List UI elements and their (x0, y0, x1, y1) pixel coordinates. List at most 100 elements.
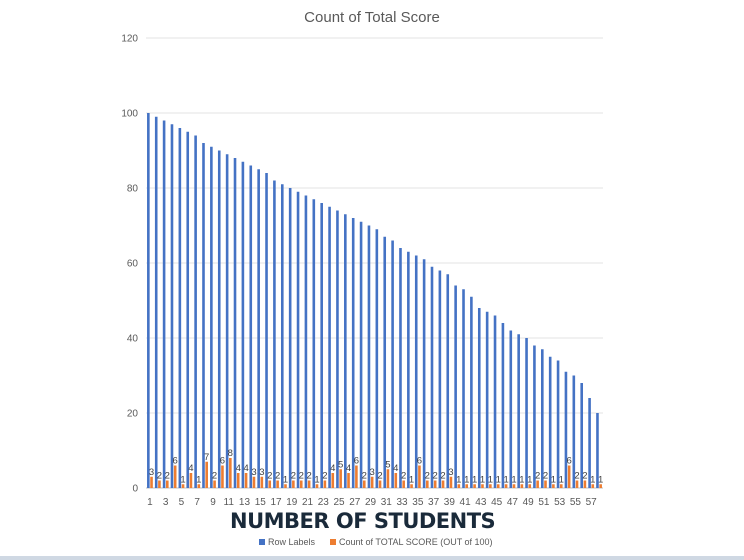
data-label: 2 (543, 471, 548, 482)
data-label: 3 (448, 467, 453, 478)
bar-row-labels (477, 308, 481, 488)
bar-count-total-score (567, 465, 571, 488)
data-label: 1 (503, 474, 508, 485)
bar-count-total-score (378, 480, 382, 488)
bar-row-labels (336, 210, 339, 488)
data-label: 2 (377, 471, 382, 482)
bar-row-labels (351, 218, 355, 488)
data-label: 2 (291, 471, 296, 482)
bar-count-total-score (150, 476, 153, 488)
bar-count-total-score (418, 465, 421, 488)
bar-count-total-score (299, 480, 303, 488)
bar-count-total-score (520, 484, 524, 488)
bar-count-total-score (236, 473, 240, 488)
x-tick-label: 27 (349, 497, 361, 508)
data-label: 1 (488, 474, 493, 485)
bar-count-total-score (252, 476, 256, 488)
bar-count-total-score (386, 469, 390, 488)
data-label: 6 (220, 456, 225, 467)
data-label: 2 (535, 471, 540, 482)
bar-count-total-score (213, 480, 216, 488)
bar-count-total-score (307, 480, 311, 488)
bar-count-total-score (473, 484, 476, 488)
data-label: 1 (590, 474, 595, 485)
bar-count-total-score (449, 476, 453, 488)
bar-count-total-score (394, 473, 398, 488)
data-label: 3 (251, 467, 256, 478)
data-label: 2 (362, 471, 367, 482)
bar-count-total-score (465, 484, 469, 488)
data-label: 3 (259, 467, 264, 478)
data-label: 2 (574, 471, 579, 482)
bar-count-total-score (496, 484, 500, 488)
data-label: 1 (551, 474, 556, 485)
bar-row-labels (485, 311, 489, 488)
bar-count-total-score (552, 484, 555, 488)
bar-row-labels (359, 221, 363, 488)
bar-row-labels (186, 131, 190, 488)
data-label: 2 (582, 471, 587, 482)
data-label: 5 (385, 459, 390, 470)
bar-count-total-score (457, 484, 461, 488)
y-tick-label: 120 (121, 34, 138, 45)
data-label: 4 (346, 463, 351, 474)
y-tick-label: 80 (127, 184, 139, 195)
bar-count-total-score (599, 484, 602, 488)
data-label: 2 (299, 471, 304, 482)
data-label: 4 (188, 463, 193, 474)
bottom-border (0, 556, 744, 560)
bar-count-total-score (370, 476, 374, 488)
bar-row-labels (541, 349, 544, 488)
bar-row-labels (233, 158, 237, 488)
bar-count-total-score (489, 484, 492, 488)
data-label: 1 (519, 474, 524, 485)
bar-row-labels (493, 315, 497, 488)
bar-row-labels (470, 296, 473, 488)
bar-row-labels (217, 150, 221, 488)
data-label: 1 (196, 474, 201, 485)
data-label: 2 (165, 471, 170, 482)
data-label: 2 (425, 471, 430, 482)
bar-count-total-score (426, 480, 429, 488)
bar-count-total-score (441, 480, 445, 488)
gridlines (146, 37, 603, 489)
bar-count-total-score (583, 480, 587, 488)
bar-row-labels (273, 180, 276, 488)
data-label: 4 (330, 463, 335, 474)
bar-row-labels (580, 383, 584, 488)
data-label: 1 (409, 474, 414, 485)
bar-count-total-score (362, 480, 366, 488)
bar-count-total-score (205, 461, 208, 488)
bar-row-labels (430, 266, 434, 488)
chart-title: Count of Total Score (304, 9, 440, 26)
data-label: 3 (149, 467, 154, 478)
bar-row-labels (225, 154, 229, 488)
data-label: 1 (314, 474, 319, 485)
bar-count-total-score (268, 480, 272, 488)
data-label: 2 (401, 471, 406, 482)
x-tick-label: 3 (163, 497, 169, 508)
x-axis-ticks: 1 3 5 7 9 11 13 15 17 19 21 23 25 27 29 31 33 35 37 39 41 43 4… (147, 497, 597, 508)
legend-swatch-row-labels (259, 539, 265, 545)
y-tick-label: 100 (121, 109, 138, 120)
x-tick-label: 55 (570, 497, 582, 508)
x-tick-label: 37 (428, 497, 440, 508)
data-label: 1 (598, 474, 603, 485)
bar-count-total-score (244, 473, 248, 488)
bar-row-labels (533, 345, 536, 488)
x-tick-label: 31 (381, 497, 393, 508)
bar-row-labels (296, 191, 300, 488)
bar-row-labels (328, 206, 331, 488)
bar-count-total-score (323, 480, 327, 488)
x-tick-label: 47 (507, 497, 519, 508)
data-label: 7 (204, 452, 209, 463)
bar-count-total-score (284, 484, 287, 488)
bar-count-total-score (402, 480, 405, 488)
bar-count-total-score (504, 484, 508, 488)
data-label: 2 (275, 471, 280, 482)
bar-row-labels (596, 413, 599, 488)
bar-row-labels (391, 240, 394, 488)
bar-row-labels (438, 270, 442, 488)
x-tick-label: 19 (286, 497, 298, 508)
legend-label-row-labels: Row Labels (268, 537, 316, 547)
